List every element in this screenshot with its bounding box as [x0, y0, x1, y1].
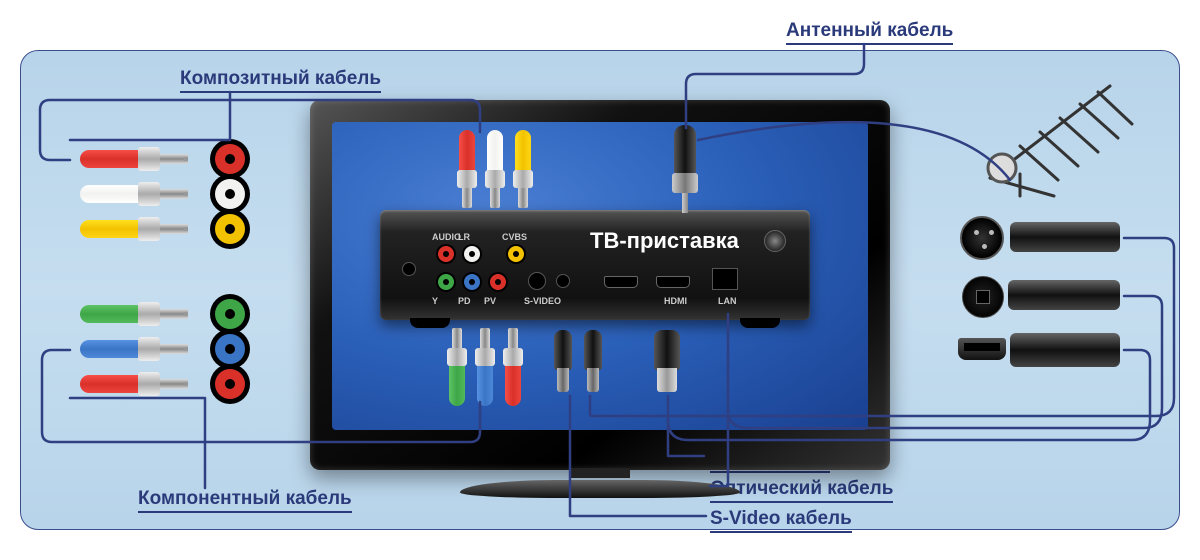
- ext-composite-plug-0: [80, 145, 190, 173]
- optical-connector-body: [1008, 280, 1120, 310]
- stb-label-audio_l: L: [458, 232, 464, 242]
- stb-svideo-label: S-VIDEO: [524, 296, 561, 306]
- ext-composite-plug-1: [80, 180, 190, 208]
- stb-svideo-port: [528, 272, 546, 290]
- ext-component-plug-0: [80, 300, 190, 328]
- screen-composite-plug-1: [483, 130, 507, 210]
- stb-rca-pr: [488, 272, 508, 292]
- label-component: Компонентный кабель: [138, 488, 352, 510]
- stb-hdmi-slot-1: [604, 276, 638, 288]
- screen-component-plug-0: [445, 326, 469, 406]
- label-component-text: Компонентный кабель: [138, 488, 352, 513]
- page: Композитный кабель Компонентный кабель А…: [0, 0, 1200, 560]
- stb-lan-label: LAN: [718, 296, 737, 306]
- svideo-connector-body: [1010, 222, 1120, 252]
- ext-composite-jack-1: [210, 174, 250, 214]
- stb-aux-port: [556, 274, 570, 288]
- screen-composite-plug-0: [455, 130, 479, 210]
- stb-rca-cvbs: [506, 244, 526, 264]
- ext-composite-jack-0: [210, 139, 250, 179]
- ext-component-plug-2: [80, 370, 190, 398]
- stb-hdmi-label: HDMI: [664, 296, 687, 306]
- set-top-box: ТВ-приставка S-VIDEO HDMI LAN AUDIO RL CV…: [380, 210, 810, 320]
- label-antenna-text: Антенный кабель: [786, 20, 953, 45]
- stb-antenna-port: [764, 230, 786, 252]
- stb-coax-port: [402, 262, 416, 276]
- stb-lan-port: [712, 268, 738, 290]
- stb-label-pr: PV: [484, 296, 496, 306]
- label-composite-text: Композитный кабель: [180, 68, 381, 93]
- stb-label-cvbs: CVBS: [502, 232, 527, 242]
- antenna-plug: [670, 125, 700, 215]
- svideo-plug-1: [552, 330, 574, 400]
- stb-title: ТВ-приставка: [590, 228, 739, 254]
- label-svideo: S-Video кабель: [710, 508, 852, 530]
- stb-rca-audio_r: [436, 244, 456, 264]
- ext-component-jack-0: [210, 294, 250, 334]
- hdmi-connector-body: [1010, 333, 1120, 367]
- hdmi-connector-front: [958, 338, 1006, 360]
- ext-composite-plug-2: [80, 215, 190, 243]
- stb-label-audio_r: AUDIO R: [432, 232, 470, 242]
- stb-rca-y: [436, 272, 456, 292]
- svideo-connector-front: [960, 216, 1004, 260]
- ext-component-jack-2: [210, 364, 250, 404]
- ext-component-jack-1: [210, 329, 250, 369]
- optical-connector-front: [962, 276, 1004, 318]
- screen-composite-plug-2: [511, 130, 535, 210]
- stb-hdmi-port: [656, 276, 690, 288]
- label-composite: Композитный кабель: [180, 68, 381, 90]
- screen-component-plug-2: [501, 326, 525, 406]
- stb-rca-audio_l: [462, 244, 482, 264]
- antenna-icon: [960, 68, 1150, 198]
- svideo-plug-2: [582, 330, 604, 400]
- label-antenna: Антенный кабель: [786, 20, 953, 42]
- ext-composite-jack-2: [210, 209, 250, 249]
- ext-component-plug-1: [80, 335, 190, 363]
- screen-component-plug-1: [473, 326, 497, 406]
- hdmi-plug: [652, 330, 682, 400]
- tv-stand: [460, 468, 740, 498]
- stb-label-pb: PD: [458, 296, 471, 306]
- stb-rca-pb: [462, 272, 482, 292]
- label-svideo-text: S-Video кабель: [710, 508, 852, 533]
- stb-label-y: Y: [432, 296, 438, 306]
